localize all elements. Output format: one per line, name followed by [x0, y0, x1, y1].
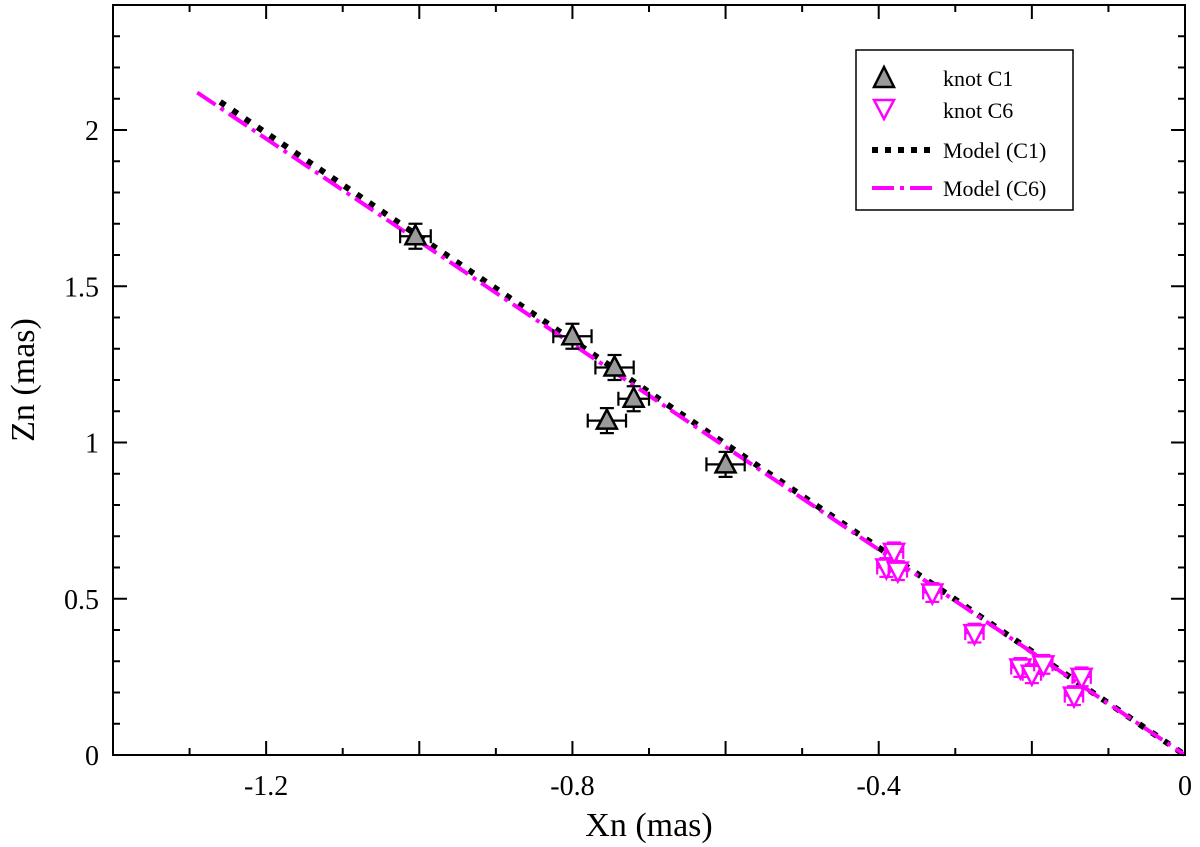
marker-triangle-down [1031, 655, 1056, 679]
marker-triangle-down [1061, 686, 1087, 710]
tick-labels: -1.2 -0.8 -0.4 0 0 0.5 1 1.5 2 [64, 116, 1192, 802]
marker-triangle-down [881, 542, 907, 566]
data-point-knot-c6 [920, 582, 945, 607]
y-axis-title: Zn (mas) [5, 318, 42, 442]
x-tick-label: -0.4 [857, 771, 901, 802]
y-tick-label: 1.5 [64, 272, 99, 303]
data-point-knot-c6 [885, 560, 910, 585]
x-tick-label: -1.2 [244, 771, 288, 802]
y-tick-label: 0 [85, 741, 99, 772]
marker-triangle-up [621, 385, 646, 408]
legend-label-knot-c1: knot C1 [943, 66, 1013, 91]
data-point-knot-c6 [1069, 666, 1094, 691]
y-tick-label: 1 [85, 429, 99, 460]
data-point-knot-c1 [617, 385, 651, 413]
data-points-layer [399, 222, 1094, 710]
model-lines-layer [196, 90, 1187, 758]
data-point-knot-c1 [594, 353, 635, 382]
marker-triangle-down [1019, 664, 1044, 688]
legend-box [855, 49, 1074, 211]
x-axis-title: Xn (mas) [585, 807, 712, 844]
data-point-knot-c1 [399, 222, 432, 250]
y-tick-label: 0.5 [64, 585, 99, 616]
legend-label-model-c1: Model (C1) [943, 138, 1046, 163]
marker-triangle-down [962, 623, 987, 647]
marker-triangle-up [560, 322, 585, 346]
legend-marker-knot-c1 [871, 64, 897, 89]
data-point-knot-c1 [586, 406, 628, 435]
data-point-knot-c1 [552, 322, 593, 350]
marker-triangle-up [594, 406, 619, 430]
y-tick-label: 2 [85, 116, 99, 147]
marker-triangle-down [885, 561, 910, 585]
x-tick-label: 0 [1178, 771, 1192, 802]
data-point-knot-c6 [962, 622, 987, 647]
legend: knot C1 knot C6 Model (C1) Model (C6) [855, 49, 1074, 211]
data-point-knot-c6 [881, 541, 907, 566]
legend-label-model-c6: Model (C6) [943, 176, 1046, 201]
legend-label-knot-c6: knot C6 [943, 98, 1013, 123]
legend-marker-knot-c6 [871, 98, 897, 122]
marker-triangle-up [403, 222, 428, 246]
data-point-knot-c1 [705, 450, 746, 478]
x-tick-label: -0.8 [550, 771, 594, 802]
marker-triangle-up [602, 353, 627, 377]
series-line-model-c6 [196, 90, 1187, 757]
data-point-knot-c6 [1031, 653, 1056, 679]
marker-triangle-up [713, 450, 738, 474]
marker-triangle-down [920, 583, 945, 607]
marker-triangle-down [1069, 667, 1094, 691]
axis-ticks [112, 4, 1186, 756]
